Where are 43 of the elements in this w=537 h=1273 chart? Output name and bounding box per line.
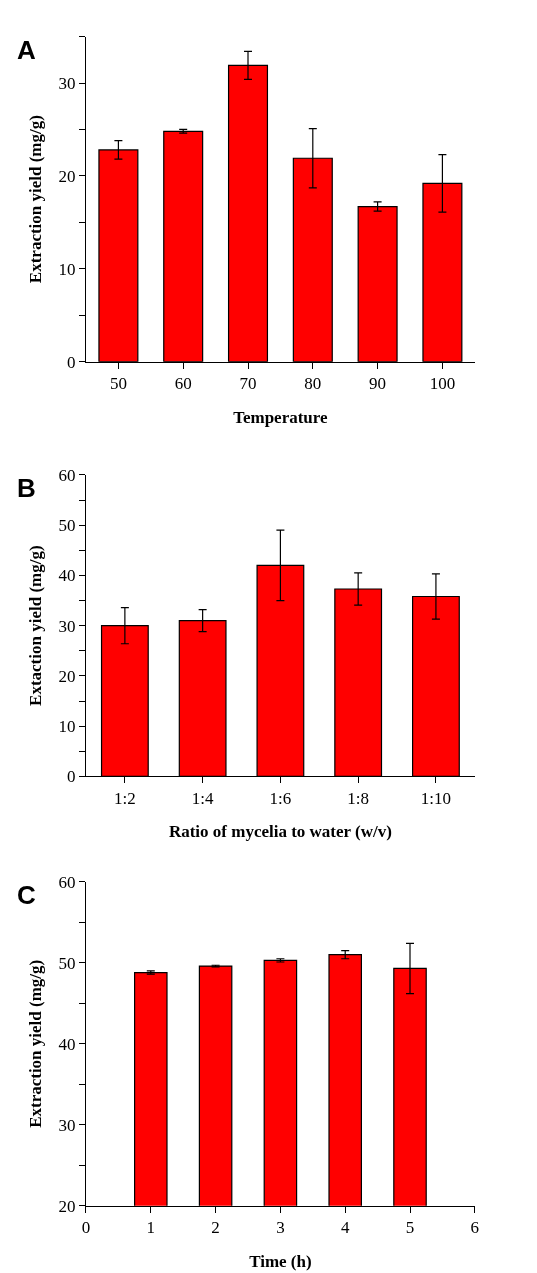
y-tick-label: 30 <box>58 73 76 93</box>
y-tick-label: 10 <box>58 717 76 737</box>
y-tick-label: 20 <box>58 666 76 686</box>
x-tick-label: 1:6 <box>269 788 292 808</box>
y-tick-label: 20 <box>58 1196 76 1216</box>
y-tick-label: 40 <box>58 566 76 586</box>
x-tick-label: 50 <box>109 374 127 394</box>
chart-title: C <box>17 880 36 910</box>
x-tick-label: 100 <box>429 374 456 394</box>
x-tick-label: 5 <box>405 1218 415 1238</box>
x-axis-title: Ratio of mycelia to water (w/v) <box>168 822 392 842</box>
x-tick-label: 1:2 <box>114 788 136 808</box>
x-tick-label: 4 <box>340 1218 350 1238</box>
y-axis-title: Extraction yield (mg/g) <box>26 959 46 1128</box>
x-axis-title: Time (h) <box>249 1251 312 1271</box>
x-tick-label: 90 <box>369 374 387 394</box>
y-tick-label: 10 <box>58 259 76 279</box>
x-tick-label: 0 <box>81 1218 91 1238</box>
y-tick-label: 0 <box>67 767 76 787</box>
x-tick-label: 60 <box>174 374 192 394</box>
y-tick-label: 60 <box>58 872 76 892</box>
chart-title: B <box>17 473 36 503</box>
x-tick-label: 1:8 <box>347 788 370 808</box>
x-tick-label: 2 <box>211 1218 220 1238</box>
x-tick-label: 1:10 <box>420 788 452 808</box>
x-tick-label: 3 <box>276 1218 285 1238</box>
y-axis-title: Extraction yield (mg/g) <box>26 115 46 284</box>
y-tick-label: 30 <box>58 1115 76 1135</box>
x-tick-label: 70 <box>239 374 257 394</box>
y-tick-label: 60 <box>58 465 76 485</box>
x-tick-label: 80 <box>304 374 322 394</box>
chart-title: A <box>17 35 36 65</box>
y-tick-label: 20 <box>58 166 76 186</box>
x-axis-title: Temperature <box>233 407 329 427</box>
y-tick-label: 30 <box>58 616 76 636</box>
x-tick-label: 6 <box>470 1218 480 1238</box>
y-tick-label: 50 <box>58 516 76 536</box>
y-tick-label: 40 <box>58 1034 76 1054</box>
x-tick-label: 1 <box>146 1218 156 1238</box>
x-tick-label: 1:4 <box>191 788 214 808</box>
y-tick-label: 50 <box>58 953 76 973</box>
y-axis-title: Extaction yield (mg/g) <box>26 545 46 706</box>
y-tick-label: 0 <box>67 352 76 372</box>
